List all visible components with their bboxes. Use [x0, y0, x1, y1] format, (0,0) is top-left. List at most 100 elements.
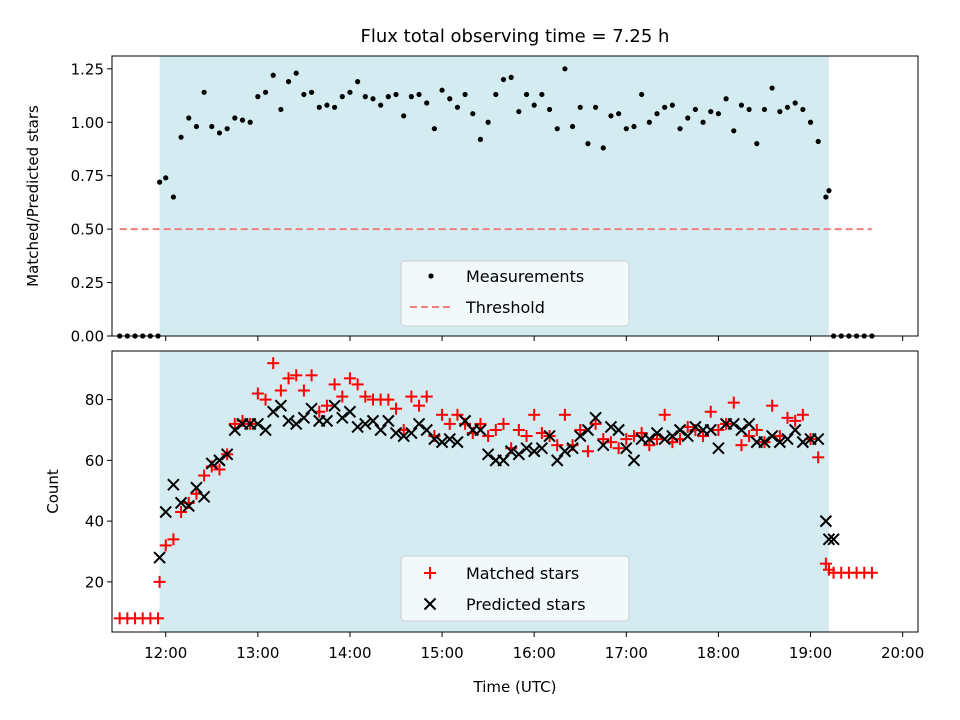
predicted-stars-point [520, 442, 533, 455]
measurement-point [754, 141, 760, 147]
x-stroke [423, 597, 437, 611]
measurement-point [408, 94, 414, 100]
x-stroke [451, 435, 464, 449]
x-stroke [343, 405, 357, 418]
measurement-point [700, 119, 706, 125]
matched-stars-point [159, 539, 172, 552]
x-tick-label: 16:00 [513, 644, 556, 662]
matched-stars-point [512, 423, 525, 436]
y-tick-label: 40 [85, 513, 104, 531]
x-stroke [673, 423, 687, 437]
predicted-stars-point [551, 454, 564, 467]
measurement-point [807, 119, 814, 125]
x-stroke [758, 435, 771, 449]
predicted-stars-point [566, 442, 579, 455]
x-stroke [727, 417, 740, 431]
predicted-stars-point [812, 432, 825, 446]
x-stroke [420, 423, 433, 437]
measurement-point [362, 94, 368, 100]
measurement-point [761, 106, 768, 113]
predicted-stars-point [351, 420, 364, 434]
predicted-stars-point [428, 432, 441, 446]
matched-stars-point [413, 399, 426, 412]
x-stroke [428, 432, 441, 446]
measurement-point [462, 91, 468, 98]
measurement-point [493, 91, 499, 98]
matched-stars-point [497, 417, 510, 430]
matched-stars-point [635, 427, 648, 440]
predicted-stars-point [481, 448, 495, 461]
measurements-marks [117, 66, 875, 339]
matched-stars-point [251, 387, 264, 400]
matched-stars-point [320, 399, 333, 412]
x-stroke [228, 423, 242, 437]
x-stroke [359, 417, 372, 431]
predicted-stars-point [153, 551, 166, 564]
y-tick-label: 1.25 [71, 60, 104, 78]
x-stroke [527, 445, 541, 458]
x-stroke [581, 423, 595, 437]
measurement-point [546, 106, 553, 113]
predicted-stars-point [397, 429, 410, 443]
predicted-stars-point [259, 423, 272, 437]
matched-stars-point [558, 408, 571, 421]
x-stroke [574, 429, 587, 443]
measurement-point [232, 115, 238, 121]
matched-stars-point [620, 433, 633, 446]
measurement-point [715, 111, 722, 117]
x-stroke [819, 514, 833, 528]
measurement-point [163, 175, 169, 181]
y-tick-label: 0.50 [71, 221, 104, 239]
predicted-stars-point [535, 442, 549, 455]
matched-stars-point [482, 430, 495, 443]
predicted-stars-point [336, 411, 349, 425]
legend-x [423, 597, 437, 611]
predicted-stars-point [167, 478, 180, 491]
predicted-stars-point [282, 414, 295, 428]
measurement-point [156, 179, 163, 185]
matched-stars-point [153, 575, 166, 588]
predicted-stars-point [512, 448, 526, 461]
legend-plus [424, 567, 436, 579]
matched-stars-point [259, 393, 272, 406]
measurement-point [593, 104, 599, 110]
matched-stars-point [520, 430, 533, 443]
predicted-stars-point [328, 399, 341, 412]
measurement-point [431, 126, 437, 132]
x-stroke [735, 423, 748, 437]
predicted-stars-point [689, 420, 702, 434]
predicted-stars-point [190, 481, 203, 494]
predicted-stars-point [497, 454, 510, 467]
y-tick-label: 20 [85, 573, 104, 591]
y-tick-label: 0.25 [71, 274, 104, 292]
measurement-point [332, 104, 338, 110]
predicted-stars-point [620, 442, 633, 455]
measurement-point [424, 100, 430, 106]
matched-stars-point [390, 402, 403, 415]
matched-stars-point [175, 506, 188, 519]
plot-frame-top [111, 55, 919, 337]
x-stroke [612, 423, 625, 437]
x-stroke [604, 420, 618, 434]
matched-stars-point [305, 369, 318, 382]
x-stroke [205, 457, 218, 470]
predicted-stars-point [650, 426, 664, 440]
predicted-stars-point [597, 438, 610, 452]
measurement-point [616, 111, 622, 117]
measurement-point [293, 70, 299, 76]
predicted-stars-point [742, 417, 756, 431]
matched-stars-point [228, 417, 241, 430]
x-stroke [167, 478, 180, 491]
measurement-point [554, 126, 560, 132]
plot-frame-bottom [111, 350, 919, 633]
predicted-stars-point [504, 445, 518, 458]
measurement-point [523, 91, 530, 98]
x-stroke [197, 490, 211, 504]
legend-top: Measurements Threshold [400, 260, 630, 327]
predicted-stars-point [589, 411, 602, 425]
measurement-point [746, 106, 752, 113]
matched-stars-point [167, 533, 180, 546]
measurement-point [800, 106, 806, 113]
